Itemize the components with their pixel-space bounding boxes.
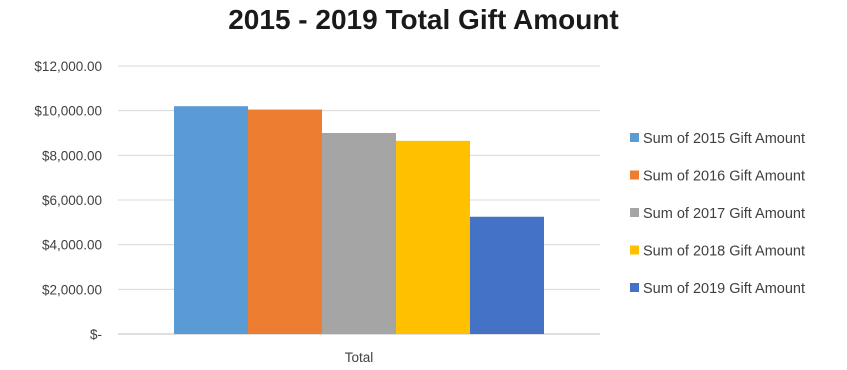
legend-label: Sum of 2018 Gift Amount: [643, 244, 805, 260]
legend-label: Sum of 2017 Gift Amount: [643, 206, 805, 222]
x-axis-labels: Total: [345, 350, 374, 365]
bars: [174, 106, 544, 334]
legend-swatch: [630, 283, 639, 292]
y-tick-label: $6,000.00: [42, 193, 102, 208]
legend-label: Sum of 2015 Gift Amount: [643, 131, 805, 147]
bar-4: [396, 140, 470, 334]
legend-swatch: [630, 208, 639, 217]
legend-swatch: [630, 133, 639, 142]
bar-3: [322, 133, 396, 334]
x-tick-label: Total: [345, 350, 374, 365]
legend-swatch: [630, 170, 639, 180]
y-tick-label: $4,000.00: [42, 238, 102, 253]
legend-label: Sum of 2016 Gift Amount: [643, 169, 805, 185]
y-axis-labels: $- $2,000.00 $4,000.00 $6,000.00 $8,000.00 $1…: [34, 59, 102, 342]
y-tick-label: $8,000.00: [42, 148, 102, 163]
y-tick-label: $12,000.00: [34, 59, 102, 74]
legend-label: Sum of 2019 Gift Amount: [643, 281, 805, 297]
bar-5: [470, 216, 544, 334]
y-tick-label: $2,000.00: [42, 282, 102, 297]
bar-2: [248, 109, 322, 334]
y-tick-label: $10,000.00: [34, 104, 102, 119]
bar-1: [174, 106, 248, 334]
chart-title: 2015 - 2019 Total Gift Amount: [228, 4, 619, 35]
legend-swatch: [630, 245, 639, 255]
y-tick-label: $-: [90, 327, 102, 342]
legend: Sum of 2015 Gift Amount Sum of 2016 Gift …: [630, 131, 805, 297]
